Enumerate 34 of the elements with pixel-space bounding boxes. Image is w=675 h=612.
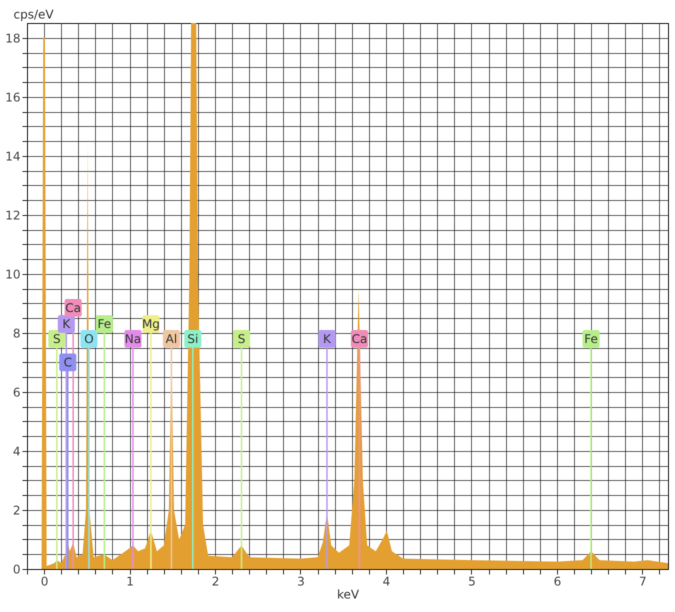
y-tick-label: 18 (5, 31, 20, 46)
x-tick-label: 4 (382, 574, 390, 588)
x-tick-label: 3 (297, 574, 305, 588)
ref-line-label: C (64, 355, 72, 370)
ref-line-label: S (238, 332, 246, 346)
x-tick-label: 6 (554, 574, 562, 588)
y-tick-label: 2 (12, 503, 20, 518)
ref-line-label: O (84, 332, 94, 346)
y-tick-label: 16 (5, 90, 20, 104)
y-tick-label: 12 (5, 208, 20, 222)
y-tick-label: 0 (12, 562, 20, 576)
ref-line-label: Al (166, 332, 178, 346)
x-tick-label: 2 (212, 574, 220, 588)
y-axis-title: cps/eV (14, 8, 54, 22)
ref-line-label: K (323, 332, 332, 346)
ref-line-label: S (53, 332, 61, 346)
x-axis-title: keV (336, 588, 360, 602)
y-tick-label: 4 (12, 444, 20, 458)
y-tick-label: 8 (12, 326, 20, 340)
y-tick-label: 10 (5, 267, 20, 282)
ref-line-label: K (62, 317, 72, 332)
ref-line-label: Mg (142, 317, 160, 332)
ref-line-label: Si (187, 332, 198, 346)
ref-line-label: Fe (98, 317, 112, 332)
x-tick-label: 0 (40, 574, 48, 588)
ref-line-label: Ca (352, 332, 368, 346)
y-tick-label: 14 (5, 149, 20, 164)
x-tick-label: 1 (126, 574, 134, 588)
ref-line-label: Fe (584, 332, 598, 346)
ref-line-label: Na (124, 332, 142, 346)
ref-line-label: Ca (65, 300, 82, 315)
x-tick-label: 5 (468, 574, 476, 588)
y-tick-label: 6 (12, 385, 20, 400)
x-tick-label: 7 (639, 574, 647, 588)
